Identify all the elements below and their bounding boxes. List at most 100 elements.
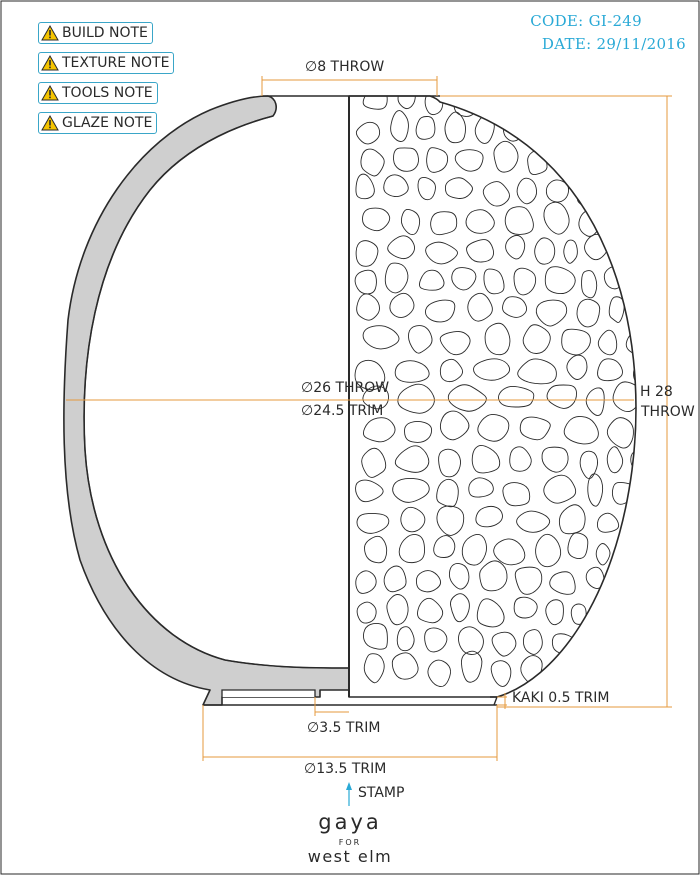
- texture-pebble: [627, 505, 636, 533]
- glaze-note-label: GLAZE NOTE: [62, 115, 153, 131]
- texture-pebble: [607, 204, 629, 234]
- texture-pebble: [511, 96, 534, 111]
- texture-pebble: [535, 299, 568, 327]
- texture-pebble: [362, 96, 388, 110]
- texture-pebble: [613, 96, 629, 116]
- texture-pebble: [360, 148, 385, 177]
- texture-pebble: [400, 208, 421, 236]
- texture-pebble: [361, 447, 387, 478]
- texture-pebble: [355, 570, 377, 594]
- texture-pebble: [595, 543, 611, 566]
- base-chamfer-right: [490, 696, 499, 706]
- texture-pebble: [362, 417, 396, 443]
- texture-pebble: [544, 266, 576, 295]
- texture-pebble: [563, 239, 578, 264]
- build-note-button[interactable]: BUILD NOTE: [38, 22, 153, 44]
- texture-pebble: [394, 445, 430, 473]
- texture-pebble: [484, 322, 511, 356]
- texture-pebble: [364, 535, 388, 564]
- texture-pebble: [645, 421, 669, 447]
- texture-pebble: [631, 267, 636, 290]
- texture-pebble: [491, 631, 517, 657]
- texture-pebble: [424, 96, 444, 116]
- texture-pebble: [579, 450, 599, 480]
- warning-icon: [41, 84, 59, 101]
- texture-pebble: [502, 482, 531, 507]
- texture-pebble: [513, 596, 538, 619]
- texture-pebble: [424, 627, 448, 653]
- texture-pebble: [362, 385, 389, 410]
- texture-pebble: [400, 506, 426, 533]
- texture-pebble: [640, 235, 655, 259]
- texture-pebble: [354, 359, 386, 391]
- glaze-note-button[interactable]: GLAZE NOTE: [38, 112, 158, 134]
- stamp-arrow: [346, 782, 352, 806]
- texture-pebble: [643, 113, 657, 141]
- texture-pebble: [522, 324, 551, 354]
- texture-pebble: [391, 652, 419, 680]
- texture-pebble: [635, 148, 636, 175]
- texture-pebble: [597, 358, 623, 382]
- texture-pebble: [417, 597, 444, 624]
- texture-pebble: [509, 446, 532, 472]
- texture-pebble: [632, 297, 636, 324]
- texture-pebble: [522, 629, 543, 655]
- texture-pebble: [598, 111, 614, 139]
- texture-pebble: [563, 415, 599, 445]
- texture-pebble: [615, 236, 632, 266]
- texture-pebble: [587, 473, 604, 507]
- texture-pebble: [439, 358, 464, 383]
- texture-pebble: [433, 535, 456, 558]
- texture-pebble: [396, 626, 415, 652]
- texture-pebble: [383, 565, 407, 593]
- texture-pebble: [619, 120, 636, 144]
- label-foot-inner: ∅3.5 TRIM: [307, 720, 381, 736]
- texture-pebble: [475, 505, 503, 528]
- exterior-outline: [348, 95, 637, 698]
- texture-pebble: [504, 206, 534, 235]
- texture-pebble: [355, 121, 381, 145]
- texture-pebble: [436, 505, 465, 536]
- texture-pebble: [384, 262, 409, 294]
- texture-pebble: [439, 330, 471, 356]
- texture-pebble: [493, 140, 519, 173]
- texture-pebble: [417, 177, 436, 201]
- texture-pebble: [392, 477, 430, 503]
- texture-pebble: [612, 381, 636, 413]
- texture-pebble: [606, 446, 624, 474]
- texture-pebble: [490, 660, 512, 687]
- texture-pebble: [558, 504, 586, 535]
- texture-pebble: [483, 268, 505, 295]
- texture-pebble: [363, 622, 388, 650]
- texture-pebble: [589, 145, 603, 167]
- texture-pebble: [415, 570, 442, 593]
- texture-pebble: [407, 325, 433, 354]
- label-body-trim: ∅24.5 TRIM: [301, 403, 384, 419]
- texture-pebble: [596, 512, 620, 533]
- texture-pebble: [450, 593, 470, 623]
- texture-pebble: [579, 116, 593, 142]
- texture-pebble: [516, 177, 538, 205]
- texture-pebble: [485, 96, 507, 113]
- texture-pebble: [576, 180, 599, 209]
- texture-pebble: [639, 564, 653, 593]
- texture-pebble: [546, 384, 577, 409]
- brand-for: FOR: [338, 838, 362, 847]
- texture-pebble: [387, 235, 415, 260]
- texture-pebble: [630, 448, 636, 476]
- foot-ring: [221, 689, 316, 697]
- texture-pebble: [448, 562, 470, 590]
- label-body-throw: ∅26 THROW: [301, 380, 390, 396]
- texture-pebble: [593, 602, 616, 625]
- texture-note-button[interactable]: TEXTURE NOTE: [38, 52, 175, 74]
- texture-pebble: [471, 445, 501, 474]
- texture-pebble: [543, 201, 570, 235]
- texture-pebble: [549, 571, 576, 595]
- tools-note-button[interactable]: TOOLS NOTE: [38, 82, 158, 104]
- texture-pebble: [545, 599, 564, 626]
- texture-pebble: [514, 566, 543, 595]
- texture-pebble: [517, 358, 557, 385]
- texture-pebble: [555, 149, 582, 178]
